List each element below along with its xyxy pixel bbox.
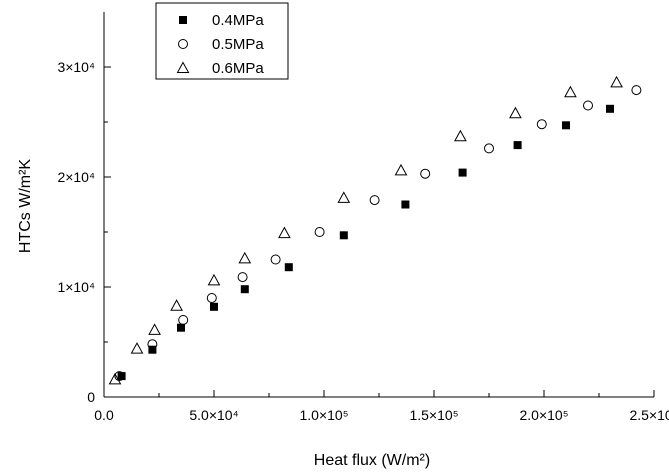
x-axis-title: Heat flux (W/m²) xyxy=(314,452,430,469)
legend-label: 0.6MPa xyxy=(212,60,264,77)
data-point xyxy=(458,168,467,177)
legend-item: 0.6MPa xyxy=(176,60,264,77)
y-tick-label: 2×10⁴ xyxy=(57,169,95,185)
data-point xyxy=(178,315,189,325)
data-point xyxy=(108,372,122,385)
data-point xyxy=(237,272,248,283)
data-point xyxy=(148,345,157,354)
data-point xyxy=(394,163,408,176)
data-point xyxy=(170,299,183,311)
data-point xyxy=(130,342,144,354)
data-point xyxy=(610,75,623,88)
data-point xyxy=(564,85,577,98)
data-point xyxy=(177,323,185,332)
data-point xyxy=(238,251,252,264)
data-points xyxy=(108,75,642,385)
data-point xyxy=(339,231,348,240)
legend: 0.4MPa 0.5MPa 0.6MPa xyxy=(155,2,289,80)
x-axis-ticks: 0.0 5.0×10⁴ 1.0×10⁵ 1.5×10⁵ 2.0×10⁵ 2.5×10⁵ xyxy=(94,390,669,423)
legend-marker xyxy=(178,39,188,49)
legend-marker xyxy=(176,61,190,73)
data-point xyxy=(278,226,291,239)
x-tick-label: 0.0 xyxy=(94,407,114,423)
data-point xyxy=(314,227,325,237)
series-0.5MPa xyxy=(114,85,642,382)
y-axis-ticks: 0 1×10⁴ 2×10⁴ 3×10⁴ xyxy=(57,59,111,405)
x-tick-label: 5.0×10⁴ xyxy=(189,407,238,423)
data-point xyxy=(147,339,158,350)
x-tick-label: 1.5×10⁵ xyxy=(409,407,458,423)
data-point xyxy=(117,372,126,381)
data-point xyxy=(337,191,351,203)
data-point xyxy=(513,141,522,150)
data-point xyxy=(114,371,125,382)
legend-item: 0.4MPa xyxy=(179,12,264,29)
y-tick-label: 3×10⁴ xyxy=(57,59,95,75)
data-point xyxy=(509,106,522,119)
data-point xyxy=(606,104,614,113)
data-point xyxy=(484,143,494,154)
data-point xyxy=(536,119,547,130)
legend-box xyxy=(155,2,289,80)
y-axis-title: HTCs W/m²K xyxy=(17,159,34,254)
x-tick-label: 1.0×10⁵ xyxy=(299,407,348,423)
x-tick-label: 2.5×10⁵ xyxy=(629,407,669,423)
data-point xyxy=(284,263,293,272)
data-point xyxy=(210,302,218,311)
data-point xyxy=(270,254,281,265)
data-point xyxy=(207,273,221,286)
x-tick-label: 2.0×10⁵ xyxy=(519,407,568,423)
data-point xyxy=(206,293,217,303)
legend-item: 0.5MPa xyxy=(178,36,264,53)
data-point xyxy=(369,195,380,206)
series-0.6MPa xyxy=(108,75,623,385)
y-tick-label: 1×10⁴ xyxy=(57,279,95,295)
legend-label: 0.4MPa xyxy=(212,12,264,29)
data-point xyxy=(631,85,642,96)
data-point xyxy=(240,285,249,294)
data-point xyxy=(401,200,410,209)
data-point xyxy=(148,323,161,335)
y-tick-label: 0 xyxy=(87,389,95,405)
data-point xyxy=(583,100,593,111)
data-point xyxy=(420,168,431,179)
series-0.4MPa xyxy=(117,104,614,381)
data-point xyxy=(454,129,467,142)
data-point xyxy=(562,121,570,130)
legend-marker xyxy=(179,16,187,24)
legend-label: 0.5MPa xyxy=(212,36,264,53)
